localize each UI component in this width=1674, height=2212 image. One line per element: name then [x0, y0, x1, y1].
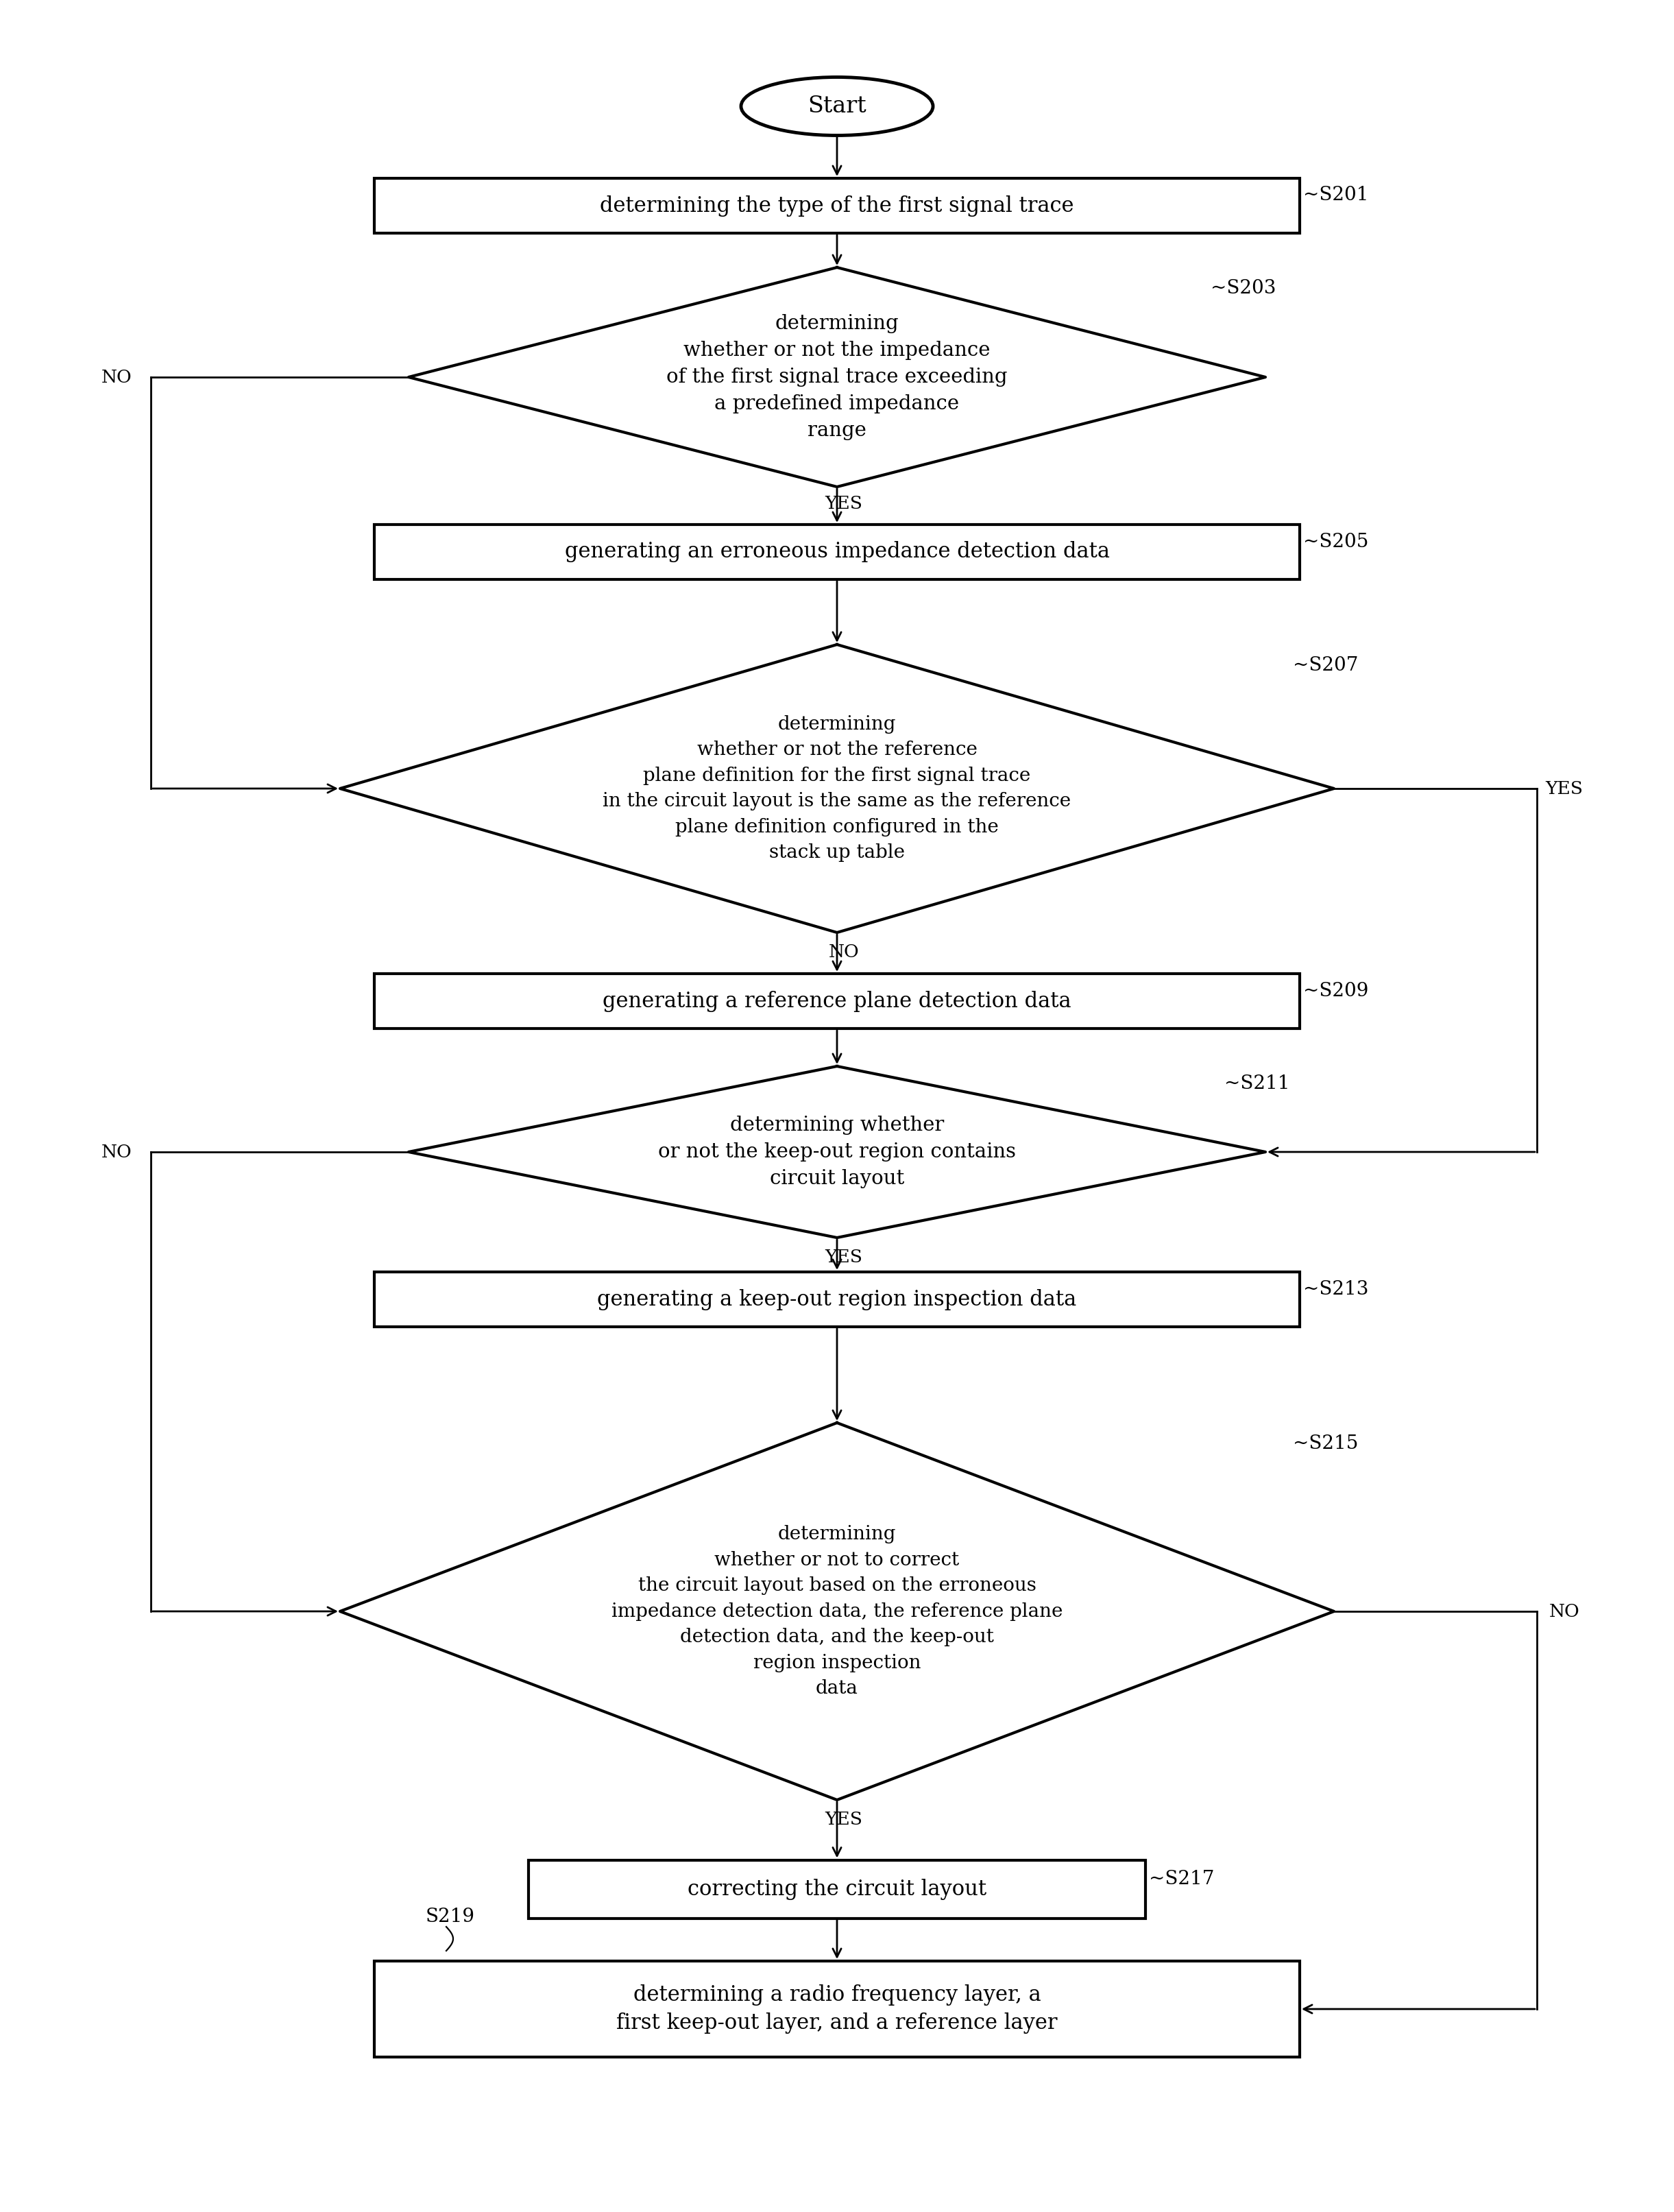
Text: YES: YES	[825, 1248, 862, 1265]
Text: NO: NO	[1548, 1604, 1580, 1619]
Text: generating a reference plane detection data: generating a reference plane detection d…	[603, 991, 1071, 1011]
Text: generating an erroneous impedance detection data: generating an erroneous impedance detect…	[564, 542, 1110, 562]
Text: determining whether
or not the keep-out region contains
circuit layout: determining whether or not the keep-out …	[658, 1115, 1016, 1188]
Text: ~S217: ~S217	[1148, 1869, 1214, 1889]
Text: YES: YES	[1545, 781, 1584, 796]
Text: determining the type of the first signal trace: determining the type of the first signal…	[599, 195, 1075, 217]
Text: ~S205: ~S205	[1302, 533, 1369, 551]
Text: determining
whether or not the reference
plane definition for the first signal t: determining whether or not the reference…	[603, 714, 1071, 863]
Text: YES: YES	[825, 1812, 862, 1827]
Text: ~S203: ~S203	[1210, 279, 1276, 296]
Text: determining
whether or not to correct
the circuit layout based on the erroneous
: determining whether or not to correct th…	[611, 1524, 1063, 1699]
Text: NO: NO	[100, 369, 132, 385]
Text: YES: YES	[825, 495, 862, 513]
Text: determining a radio frequency layer, a
first keep-out layer, and a reference lay: determining a radio frequency layer, a f…	[616, 1984, 1058, 2033]
Text: ~S215: ~S215	[1292, 1433, 1358, 1453]
Text: S219: S219	[425, 1907, 475, 1927]
Text: NO: NO	[100, 1144, 132, 1161]
Text: ~S213: ~S213	[1302, 1281, 1369, 1298]
Text: ~S207: ~S207	[1292, 655, 1358, 675]
Text: Start: Start	[807, 95, 867, 117]
Text: NO: NO	[829, 942, 859, 960]
Text: ~S209: ~S209	[1302, 982, 1369, 1000]
Text: determining
whether or not the impedance
of the first signal trace exceeding
a p: determining whether or not the impedance…	[666, 314, 1008, 440]
Text: correcting the circuit layout: correcting the circuit layout	[688, 1878, 986, 1900]
Text: ~S201: ~S201	[1302, 186, 1369, 206]
Text: generating a keep-out region inspection data: generating a keep-out region inspection …	[598, 1290, 1076, 1310]
Text: ~S211: ~S211	[1224, 1075, 1289, 1093]
